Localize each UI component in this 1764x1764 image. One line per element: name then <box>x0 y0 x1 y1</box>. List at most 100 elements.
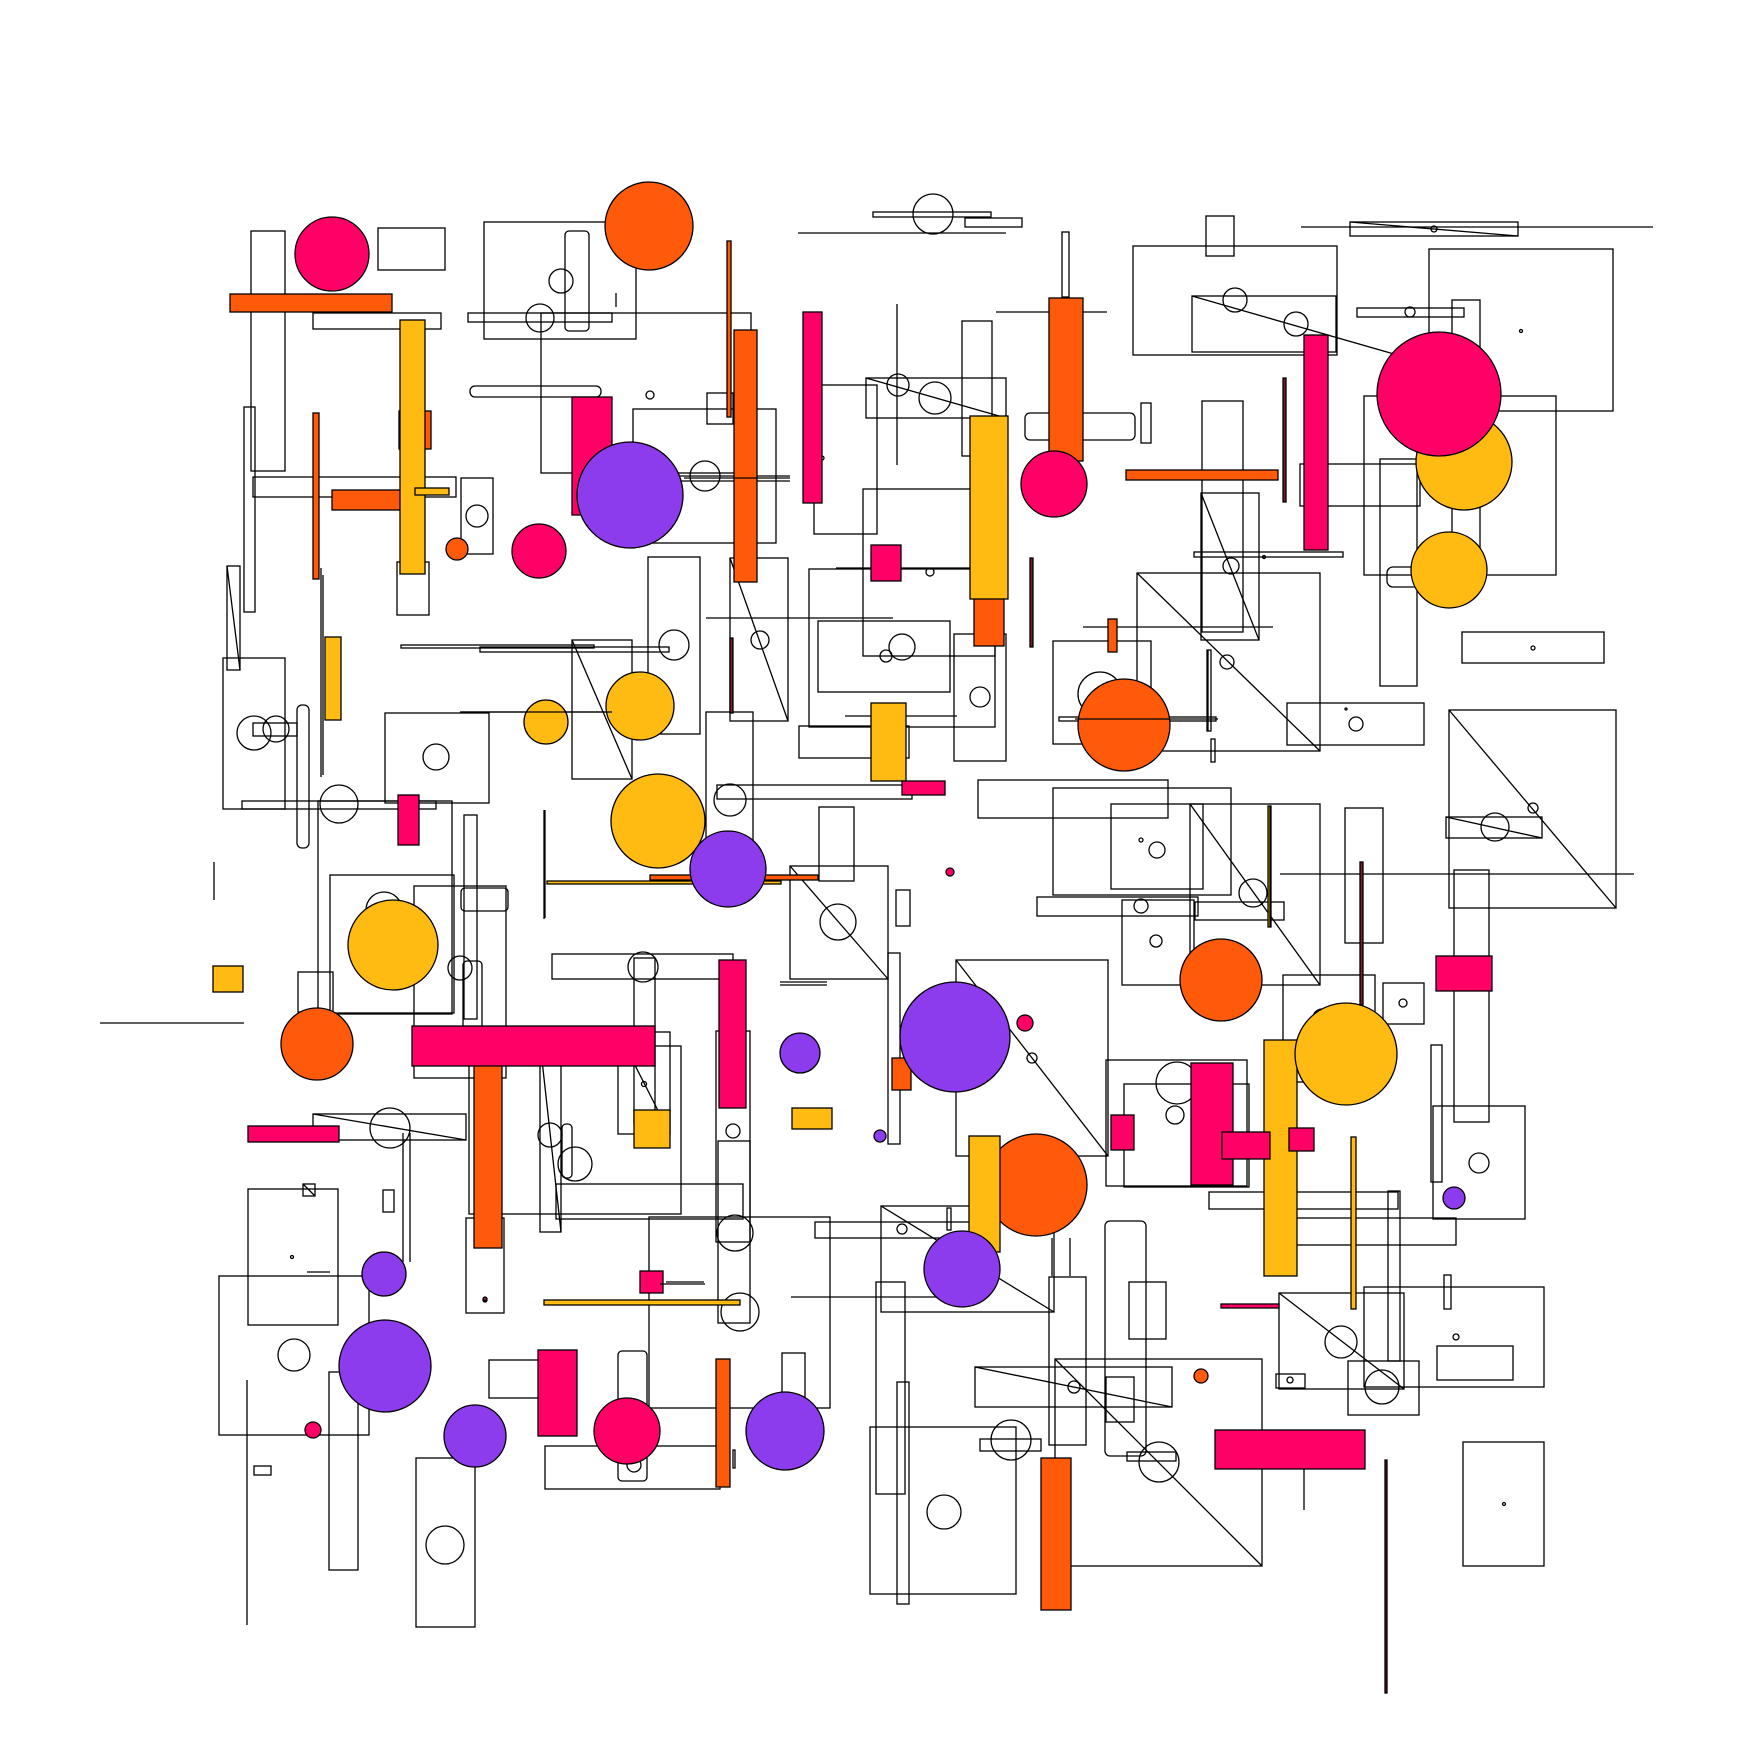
line <box>571 639 633 780</box>
outline-rect <box>1349 221 1519 237</box>
outline-rect <box>463 814 478 1020</box>
maroon-bar <box>1029 557 1034 648</box>
line <box>539 1041 562 1233</box>
outline-rect <box>1126 1451 1177 1462</box>
line <box>865 377 1007 419</box>
outline-rect <box>382 1189 395 1213</box>
outline-circle <box>1398 998 1408 1008</box>
magenta-bar <box>870 544 902 582</box>
magenta-circle <box>945 867 955 877</box>
outline-rect <box>895 889 911 927</box>
outline-rect <box>561 1123 573 1179</box>
outline-circle <box>1138 837 1144 843</box>
outline-rect <box>974 1366 1173 1408</box>
outline-circle <box>725 1123 741 1139</box>
line <box>1278 1292 1405 1390</box>
purple-circle <box>1442 1186 1466 1210</box>
outline-circle <box>1527 802 1539 814</box>
outline-circle <box>990 1419 1032 1461</box>
magenta-bar <box>411 1025 656 1067</box>
outline-rect <box>1206 649 1212 732</box>
line <box>1191 295 1402 357</box>
outline-rect <box>564 230 590 332</box>
yellow-circle <box>1410 531 1488 609</box>
purple-circle <box>443 1404 507 1468</box>
outline-circle <box>720 1292 760 1332</box>
magenta-circle <box>511 523 567 579</box>
yellow-bar <box>543 1299 741 1306</box>
outline-rect <box>1275 1217 1457 1246</box>
outline-rect <box>312 312 442 330</box>
outline-rect <box>1278 1292 1405 1390</box>
orange-bar <box>733 329 758 583</box>
outline-rect <box>384 712 490 804</box>
outline-circle <box>1286 1376 1294 1384</box>
outline-rect <box>1140 402 1152 444</box>
purple-circle <box>361 1251 407 1297</box>
colored-shapes-layer <box>212 181 1513 1694</box>
outline-rect <box>1110 803 1204 890</box>
foreground-lines <box>322 477 1271 1285</box>
outline-rect <box>1462 1441 1545 1567</box>
maroon-bar <box>1282 377 1287 503</box>
purple-circle <box>576 441 684 549</box>
magenta-circle <box>1020 450 1088 518</box>
outline-rect <box>1436 1345 1514 1381</box>
magenta-bar <box>901 780 946 796</box>
outline-circle <box>658 629 690 661</box>
orange-bar <box>229 293 393 313</box>
line <box>302 1183 316 1197</box>
outline-circle <box>236 715 272 751</box>
outline-rect <box>252 722 298 737</box>
outline-circle <box>1067 1380 1081 1394</box>
outline-rect <box>872 211 992 218</box>
outline-rect <box>880 1205 1055 1313</box>
orange-bar <box>1125 469 1279 481</box>
outline-rect <box>253 1465 272 1476</box>
outline-rect <box>317 800 453 1015</box>
line <box>1189 803 1321 986</box>
line <box>226 565 241 671</box>
magenta-bar <box>1214 1429 1366 1470</box>
orange-circle <box>604 181 694 271</box>
outline-circle <box>713 783 747 817</box>
outline-circle <box>1138 1441 1180 1483</box>
outline-circle <box>548 268 574 294</box>
magenta-circle <box>1016 1014 1034 1032</box>
yellow-circle <box>610 773 706 869</box>
outline-rect <box>328 1371 359 1571</box>
outline-circle <box>1324 1325 1358 1359</box>
outline-rect <box>964 217 1023 228</box>
purple-circle <box>689 830 767 908</box>
outline-rect <box>818 806 855 882</box>
line <box>1349 221 1519 237</box>
outline-circle <box>1468 1152 1490 1174</box>
outline-circle <box>1530 645 1536 651</box>
outline-rect <box>1128 1281 1167 1340</box>
magenta-bar <box>802 311 823 504</box>
outline-rect <box>732 1449 736 1469</box>
outline-circle <box>1165 1105 1185 1125</box>
magenta-circle <box>1376 331 1502 457</box>
outline-rect <box>297 971 334 1013</box>
outline-circle <box>1430 225 1438 233</box>
outline-rect <box>1356 307 1465 318</box>
outline-rect <box>250 230 286 472</box>
outline-rect <box>1344 807 1384 944</box>
outline-rect <box>1430 1044 1443 1183</box>
purple-circle <box>779 1032 821 1074</box>
orange-bar <box>726 240 732 418</box>
outline-rect <box>896 1381 910 1605</box>
outline-rect <box>1299 463 1421 507</box>
outline-rect <box>1036 896 1199 917</box>
outline-rect <box>467 312 613 323</box>
outline-rect <box>789 865 889 980</box>
outline-rect <box>1048 1276 1087 1446</box>
outline-rect <box>1432 1105 1526 1220</box>
magenta-bar <box>1221 1131 1271 1160</box>
maroon-bar <box>1384 1459 1388 1694</box>
yellow-bar <box>324 636 342 721</box>
magenta-bar <box>1220 1303 1280 1309</box>
outline-rect <box>865 377 1007 419</box>
outline-rect <box>247 1188 339 1326</box>
